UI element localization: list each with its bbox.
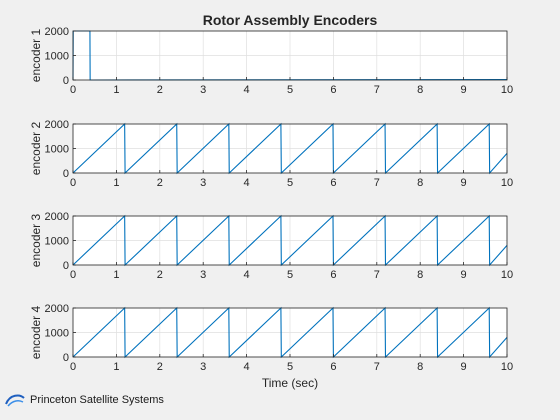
x-tick-label: 5 bbox=[287, 177, 293, 189]
x-tick-label: 9 bbox=[461, 177, 467, 189]
x-tick-label: 4 bbox=[244, 269, 250, 281]
satellite-orbit-logo-icon bbox=[5, 394, 25, 407]
y-tick-label: 2000 bbox=[45, 303, 69, 315]
y-tick-label: 2000 bbox=[45, 26, 69, 38]
x-tick-label: 2 bbox=[157, 177, 163, 189]
x-tick-label: 4 bbox=[244, 177, 250, 189]
x-tick-label: 6 bbox=[330, 84, 336, 96]
x-tick-label: 4 bbox=[244, 361, 250, 373]
x-tick-label: 0 bbox=[70, 177, 76, 189]
y-axis-label: encoder 1 bbox=[29, 28, 43, 82]
x-tick-label: 10 bbox=[501, 269, 513, 281]
y-tick-label: 0 bbox=[63, 260, 69, 272]
x-tick-label: 2 bbox=[157, 361, 163, 373]
x-tick-label: 3 bbox=[200, 361, 206, 373]
y-tick-label: 1000 bbox=[45, 144, 69, 156]
x-tick-label: 1 bbox=[113, 84, 119, 96]
x-tick-label: 4 bbox=[244, 84, 250, 96]
y-tick-label: 1000 bbox=[45, 51, 69, 63]
x-axis-label: Time (sec) bbox=[262, 376, 318, 390]
x-tick-label: 6 bbox=[330, 361, 336, 373]
x-tick-label: 10 bbox=[501, 361, 513, 373]
x-tick-label: 5 bbox=[287, 361, 293, 373]
y-axis-label: encoder 3 bbox=[29, 213, 43, 267]
y-tick-label: 1000 bbox=[45, 328, 69, 340]
x-tick-label: 8 bbox=[417, 269, 423, 281]
x-tick-label: 0 bbox=[70, 84, 76, 96]
encoder-2-series-line bbox=[72, 122, 508, 175]
x-tick-label: 6 bbox=[330, 269, 336, 281]
x-tick-label: 7 bbox=[374, 361, 380, 373]
x-tick-label: 7 bbox=[374, 177, 380, 189]
x-tick-label: 10 bbox=[501, 84, 513, 96]
x-tick-label: 9 bbox=[461, 84, 467, 96]
x-tick-label: 5 bbox=[287, 84, 293, 96]
x-tick-label: 1 bbox=[113, 269, 119, 281]
x-tick-label: 3 bbox=[200, 177, 206, 189]
x-tick-label: 8 bbox=[417, 84, 423, 96]
x-tick-label: 8 bbox=[417, 177, 423, 189]
x-tick-label: 9 bbox=[461, 269, 467, 281]
footer-branding: Princeton Satellite Systems bbox=[4, 392, 164, 408]
y-axis-label: encoder 4 bbox=[29, 305, 43, 359]
x-tick-label: 10 bbox=[501, 177, 513, 189]
x-tick-label: 0 bbox=[70, 361, 76, 373]
encoder-3-series-line bbox=[72, 214, 508, 267]
x-tick-label: 2 bbox=[157, 269, 163, 281]
x-tick-label: 5 bbox=[287, 269, 293, 281]
y-tick-label: 0 bbox=[63, 75, 69, 87]
x-tick-label: 7 bbox=[374, 84, 380, 96]
x-tick-label: 1 bbox=[113, 177, 119, 189]
chart-title: Rotor Assembly Encoders bbox=[203, 12, 378, 28]
x-tick-label: 8 bbox=[417, 361, 423, 373]
y-axis-label: encoder 2 bbox=[29, 121, 43, 175]
y-tick-label: 2000 bbox=[45, 211, 69, 223]
y-tick-label: 1000 bbox=[45, 236, 69, 248]
encoder-4-series-line bbox=[72, 306, 508, 359]
y-tick-label: 0 bbox=[63, 168, 69, 180]
x-tick-label: 3 bbox=[200, 84, 206, 96]
x-tick-label: 0 bbox=[70, 269, 76, 281]
x-tick-label: 1 bbox=[113, 361, 119, 373]
x-tick-label: 6 bbox=[330, 177, 336, 189]
x-tick-label: 9 bbox=[461, 361, 467, 373]
x-tick-label: 2 bbox=[157, 84, 163, 96]
x-tick-label: 7 bbox=[374, 269, 380, 281]
y-tick-label: 0 bbox=[63, 352, 69, 364]
x-tick-label: 3 bbox=[200, 269, 206, 281]
y-tick-label: 2000 bbox=[45, 119, 69, 131]
company-name: Princeton Satellite Systems bbox=[30, 394, 164, 406]
